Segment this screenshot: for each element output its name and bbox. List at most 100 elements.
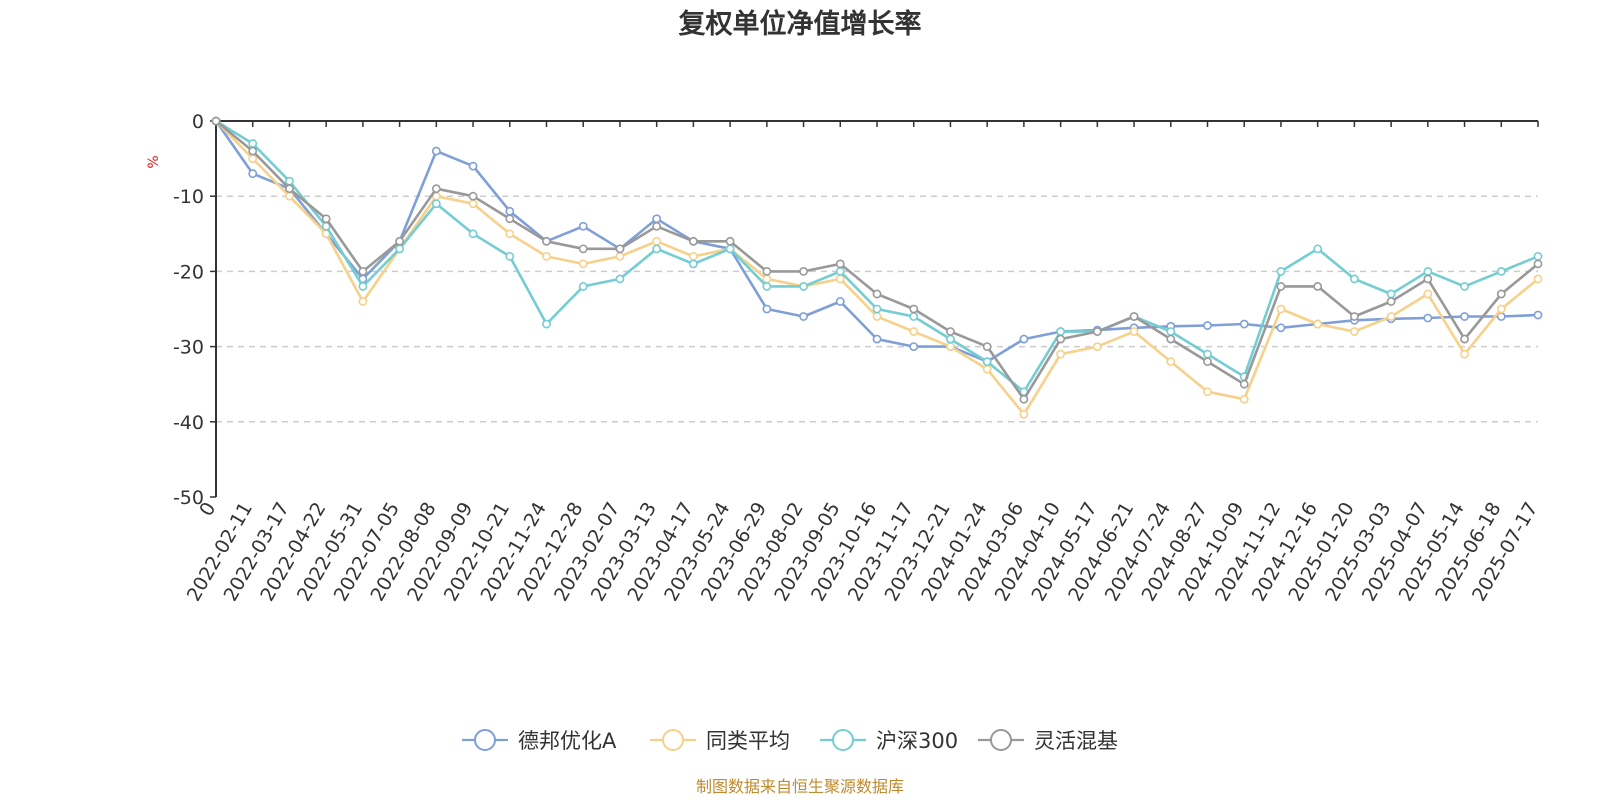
data-point: [1166, 327, 1176, 336]
data-point: [431, 184, 441, 194]
data-point: [982, 357, 992, 367]
data-point: [982, 364, 992, 374]
data-point: [395, 236, 405, 246]
data-point: [1129, 327, 1139, 336]
data-point: [1092, 327, 1102, 336]
data-point: [835, 274, 845, 284]
data-point: [1203, 357, 1212, 367]
grid-lines: [216, 195, 1538, 423]
data-point: [835, 266, 845, 276]
legend-item[interactable]: 灵活混基: [978, 729, 1118, 753]
legend-circle-icon: [832, 729, 854, 751]
data-point: [358, 282, 368, 291]
data-point: [468, 199, 478, 209]
y-tick-label: -50: [173, 487, 204, 509]
data-point: [652, 244, 662, 254]
data-point: [1313, 244, 1323, 254]
data-point: [468, 161, 478, 171]
y-axis-unit: %: [146, 155, 162, 168]
data-point: [505, 251, 515, 261]
series-line: [215, 119, 1539, 394]
data-point: [1019, 394, 1029, 404]
data-point: [615, 244, 625, 254]
data-point: [505, 206, 515, 216]
data-point: [946, 327, 955, 336]
data-point: [1496, 289, 1506, 299]
legend-item[interactable]: 同类平均: [650, 729, 790, 753]
data-point: [1460, 349, 1469, 359]
data-point: [1423, 274, 1433, 284]
data-point: [725, 236, 735, 246]
data-point: [688, 259, 698, 269]
data-point: [1533, 274, 1543, 284]
data-point: [1166, 334, 1176, 344]
data-point: [1496, 304, 1506, 314]
data-point: [431, 146, 441, 156]
legend-label: 德邦优化A: [518, 729, 617, 753]
legend-label: 灵活混基: [1034, 729, 1118, 753]
data-point: [542, 319, 551, 329]
data-point: [872, 304, 882, 314]
data-point: [1349, 312, 1359, 321]
data-point: [285, 184, 294, 194]
data-point: [1203, 321, 1212, 330]
legend-circle-icon: [662, 729, 684, 751]
data-point: [1056, 334, 1066, 344]
data-point: [909, 312, 919, 321]
series-line: [215, 119, 1539, 401]
data-point: [1460, 282, 1469, 291]
data-point: [652, 214, 662, 224]
data-point: [1386, 297, 1396, 306]
legend-label: 沪深300: [876, 729, 958, 753]
data-point: [1349, 274, 1359, 284]
data-point: [1239, 379, 1249, 389]
data-point: [1092, 342, 1102, 351]
y-tick-label: 0: [192, 111, 204, 133]
series-3: [211, 116, 1543, 397]
data-point: [395, 244, 405, 254]
data-point: [835, 259, 845, 269]
series-lines: [211, 116, 1543, 419]
legend[interactable]: 德邦优化A 同类平均 沪深300 灵活混基: [462, 729, 1118, 753]
y-tick-label: -10: [173, 186, 204, 208]
data-point: [468, 191, 478, 201]
data-point: [1386, 289, 1396, 299]
y-tick-label: -30: [173, 337, 204, 359]
data-point: [1533, 259, 1543, 269]
data-point: [762, 274, 772, 284]
y-tick-label: -20: [173, 261, 204, 283]
data-point: [762, 282, 772, 291]
data-point: [505, 229, 515, 239]
data-point: [248, 146, 258, 156]
data-point: [872, 334, 882, 344]
data-point: [725, 244, 735, 254]
data-point: [1423, 289, 1433, 299]
data-point: [1276, 304, 1286, 314]
data-point: [542, 251, 551, 261]
data-point: [431, 199, 441, 209]
legend-item[interactable]: 德邦优化A: [462, 729, 617, 753]
data-point: [652, 236, 662, 246]
data-point: [652, 221, 662, 231]
data-point: [615, 251, 625, 261]
data-point: [1276, 282, 1286, 291]
data-point: [872, 289, 882, 299]
data-point: [1019, 409, 1029, 419]
data-point: [578, 244, 588, 254]
data-point: [211, 116, 221, 126]
data-point: [578, 221, 588, 231]
data-point: [1313, 282, 1323, 291]
legend-item[interactable]: 沪深300: [820, 729, 958, 753]
data-point: [248, 169, 258, 179]
data-point: [762, 266, 772, 276]
legend-label: 同类平均: [706, 729, 790, 753]
data-point: [1019, 334, 1029, 344]
data-point: [1496, 266, 1506, 276]
data-point: [872, 312, 882, 321]
data-point: [285, 191, 294, 201]
data-point: [505, 214, 515, 224]
chart-title: 复权单位净值增长率: [679, 8, 922, 40]
data-point: [321, 214, 331, 224]
data-point: [799, 266, 808, 276]
